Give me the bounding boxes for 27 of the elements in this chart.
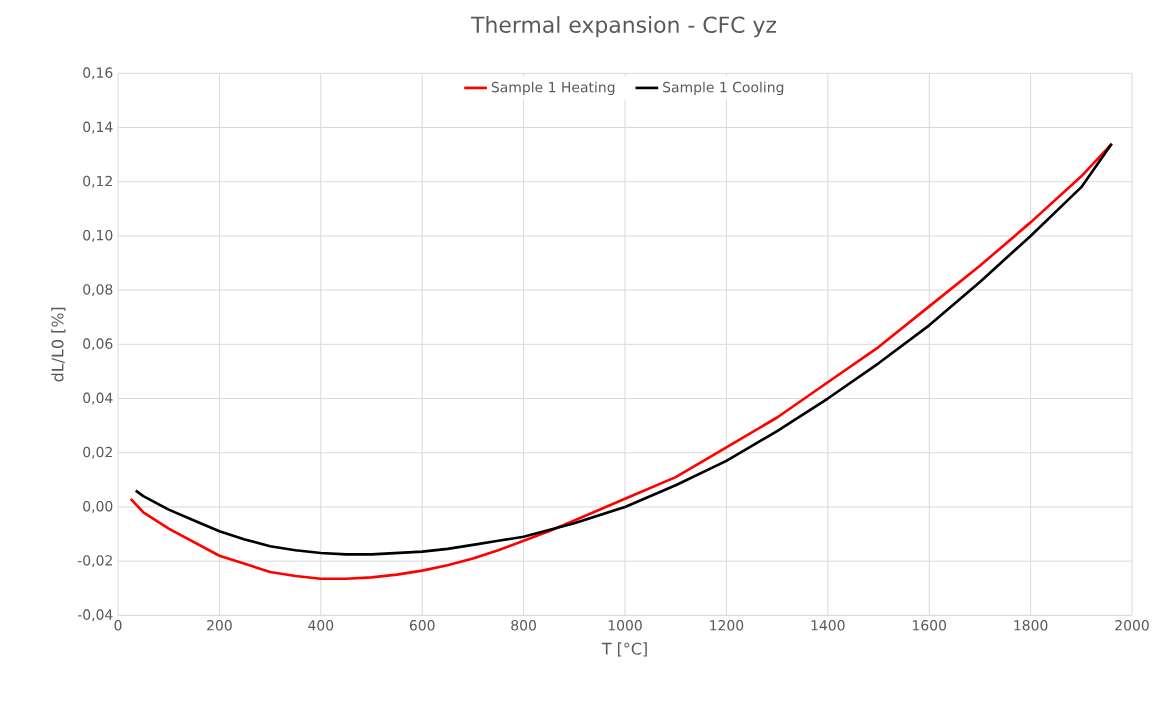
- legend-label: Sample 1 Cooling: [663, 81, 784, 95]
- y-tick-label: -0,02: [77, 554, 112, 567]
- y-tick-label: 0,14: [83, 121, 113, 134]
- y-tick-label: 0,00: [83, 500, 113, 513]
- y-axis-title: dL/L0 [%]: [51, 307, 66, 382]
- y-tick-label: 0,16: [83, 67, 113, 80]
- y-tick-label: 0,06: [83, 338, 113, 351]
- y-tick-label: 0,08: [83, 283, 113, 296]
- x-tick-label: 1600: [912, 619, 947, 631]
- chart-title: Thermal expansion - CFC yz: [471, 15, 776, 38]
- x-tick-label: 1000: [608, 619, 642, 631]
- y-tick-label: 0,12: [83, 175, 112, 188]
- x-tick-label: 600: [409, 619, 435, 631]
- x-tick-label: 0: [114, 619, 122, 631]
- y-tick-label: 0,10: [83, 229, 113, 242]
- y-tick-label: -0,04: [77, 609, 113, 622]
- legend-label: Sample 1 Heating: [491, 81, 615, 95]
- x-tick-label: 800: [511, 619, 536, 631]
- x-tick-label: 2000: [1115, 619, 1149, 631]
- y-tick-label: 0,04: [83, 392, 113, 405]
- x-tick-label: 1800: [1014, 619, 1048, 631]
- x-axis-title: T [°C]: [601, 642, 647, 657]
- x-tick-label: 400: [308, 619, 334, 631]
- x-tick-label: 1400: [811, 619, 845, 631]
- y-tick-label: 0,02: [83, 446, 112, 459]
- x-tick-label: 1200: [710, 619, 744, 631]
- x-tick-label: 200: [207, 619, 232, 631]
